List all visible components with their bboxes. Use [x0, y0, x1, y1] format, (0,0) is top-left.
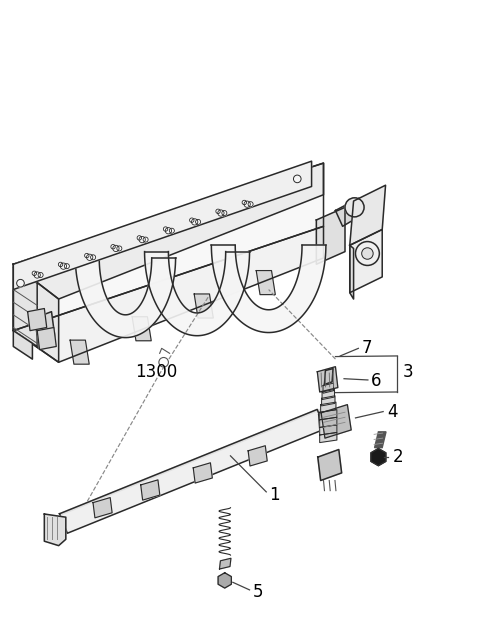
Polygon shape: [144, 252, 250, 336]
Text: 1300: 1300: [135, 363, 177, 381]
Polygon shape: [350, 245, 354, 299]
Circle shape: [32, 271, 36, 275]
Text: 7: 7: [361, 340, 372, 357]
Circle shape: [163, 227, 168, 232]
Circle shape: [64, 264, 70, 268]
Polygon shape: [316, 207, 345, 264]
Text: 5: 5: [252, 583, 263, 601]
Circle shape: [34, 272, 40, 278]
Circle shape: [139, 237, 145, 243]
Polygon shape: [350, 230, 382, 293]
Polygon shape: [13, 161, 312, 289]
Polygon shape: [317, 367, 338, 392]
Polygon shape: [141, 480, 160, 500]
Circle shape: [143, 237, 148, 242]
Circle shape: [242, 200, 247, 205]
Polygon shape: [318, 450, 342, 481]
Polygon shape: [193, 463, 212, 483]
Circle shape: [244, 201, 250, 207]
Circle shape: [345, 198, 364, 217]
Polygon shape: [320, 425, 337, 435]
Polygon shape: [374, 432, 386, 448]
Text: 3: 3: [402, 363, 413, 381]
Polygon shape: [321, 402, 336, 412]
Polygon shape: [371, 448, 386, 466]
Polygon shape: [93, 497, 112, 518]
Circle shape: [159, 357, 168, 367]
Polygon shape: [35, 312, 55, 347]
Circle shape: [362, 248, 373, 259]
Circle shape: [356, 242, 379, 265]
Polygon shape: [13, 264, 59, 363]
Polygon shape: [13, 163, 324, 331]
Circle shape: [216, 209, 220, 214]
Polygon shape: [28, 308, 47, 331]
Polygon shape: [132, 317, 151, 341]
Polygon shape: [320, 410, 337, 420]
Circle shape: [111, 244, 115, 249]
Circle shape: [84, 253, 89, 258]
Polygon shape: [13, 226, 324, 363]
Polygon shape: [323, 383, 334, 393]
Polygon shape: [211, 245, 326, 333]
Polygon shape: [256, 270, 276, 294]
Circle shape: [117, 246, 122, 251]
Circle shape: [91, 255, 96, 260]
Polygon shape: [350, 185, 385, 245]
Circle shape: [195, 219, 201, 225]
Polygon shape: [70, 340, 89, 364]
Circle shape: [190, 218, 194, 223]
Polygon shape: [219, 558, 231, 569]
Polygon shape: [321, 404, 351, 438]
Polygon shape: [60, 410, 320, 515]
Polygon shape: [194, 294, 213, 318]
Circle shape: [60, 263, 67, 269]
Circle shape: [192, 219, 198, 225]
Circle shape: [218, 210, 224, 216]
Circle shape: [165, 228, 171, 234]
Circle shape: [86, 254, 93, 261]
Circle shape: [293, 175, 301, 183]
Polygon shape: [319, 410, 332, 436]
Polygon shape: [336, 198, 364, 226]
Circle shape: [59, 262, 63, 266]
Polygon shape: [322, 389, 335, 399]
Polygon shape: [75, 258, 176, 338]
Polygon shape: [13, 267, 37, 347]
Polygon shape: [60, 410, 325, 533]
Circle shape: [113, 245, 119, 252]
Polygon shape: [218, 573, 231, 588]
Polygon shape: [37, 328, 56, 350]
Polygon shape: [320, 417, 337, 427]
Polygon shape: [322, 396, 335, 406]
Circle shape: [38, 272, 43, 277]
Text: 2: 2: [393, 448, 403, 466]
Circle shape: [137, 236, 142, 240]
Text: 6: 6: [371, 372, 382, 391]
Polygon shape: [324, 369, 333, 384]
Polygon shape: [320, 432, 337, 443]
Circle shape: [248, 202, 253, 207]
Text: 1: 1: [269, 486, 279, 504]
Polygon shape: [248, 446, 267, 466]
Polygon shape: [44, 514, 66, 546]
Circle shape: [169, 228, 174, 233]
Circle shape: [222, 211, 227, 216]
Polygon shape: [13, 331, 33, 359]
Text: 4: 4: [387, 403, 397, 420]
Polygon shape: [13, 163, 324, 299]
Circle shape: [17, 279, 24, 287]
